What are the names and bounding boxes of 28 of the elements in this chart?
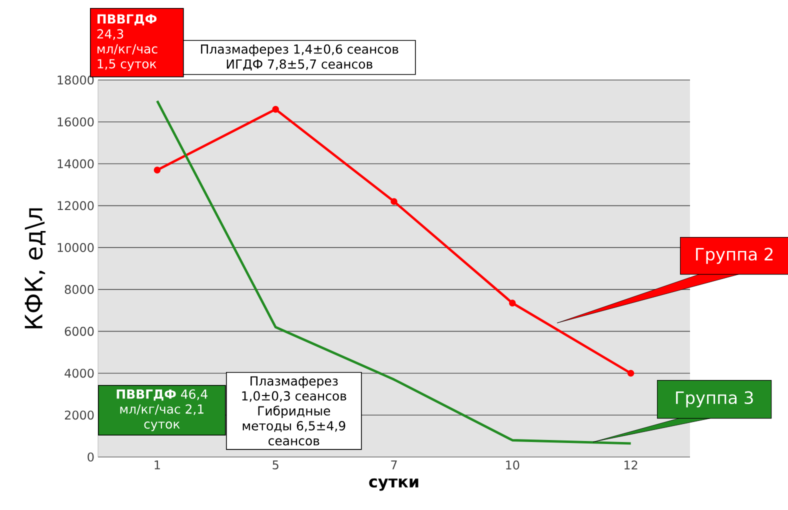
text: Группа 3 <box>676 391 753 408</box>
x-tick-label: 10 <box>506 460 520 470</box>
y-tick-label: 0 <box>88 452 94 462</box>
x-axis-title: сутки <box>369 478 418 491</box>
text: Группа 2 <box>696 248 773 264</box>
y-tick-label: 18000 <box>58 75 94 85</box>
text: Плазмаферез 1,4±0,6 сеансов ИГДФ 7,8±5,7 сеансов <box>201 44 398 71</box>
y-axis-title: КФК, ед\л <box>24 208 46 328</box>
y-tick-label: 10000 <box>58 243 94 252</box>
y-tick-label: 4000 <box>64 368 94 378</box>
y-tick-label: 14000 <box>58 159 94 168</box>
x-tick-label: 12 <box>624 460 638 470</box>
point <box>509 300 516 306</box>
point <box>272 106 279 113</box>
x-tick-label: 1 <box>154 460 160 470</box>
y-tick-label: 16000 <box>58 117 94 126</box>
point <box>390 198 398 205</box>
x-tick-label: 7 <box>391 460 397 470</box>
y-tick-label: 12000 <box>58 201 94 210</box>
y-tick-label: 8000 <box>64 284 94 294</box>
text: ПВВГДФ 24,3 мл/кг/час 1,5 суток <box>97 14 158 71</box>
x-tick-label: 5 <box>272 460 278 470</box>
y-tick-label: 6000 <box>64 326 94 336</box>
point <box>627 370 634 377</box>
annotation: ПВВГДФ 46,4 мл/кг/час 2,1 суток <box>116 389 208 432</box>
point <box>154 166 161 174</box>
y-tick-label: 2000 <box>64 410 94 420</box>
annotation: Плазмаферез 1,0±0,3 сеансов Гибридные методы 6,5±4,9 сеансов <box>242 376 346 446</box>
